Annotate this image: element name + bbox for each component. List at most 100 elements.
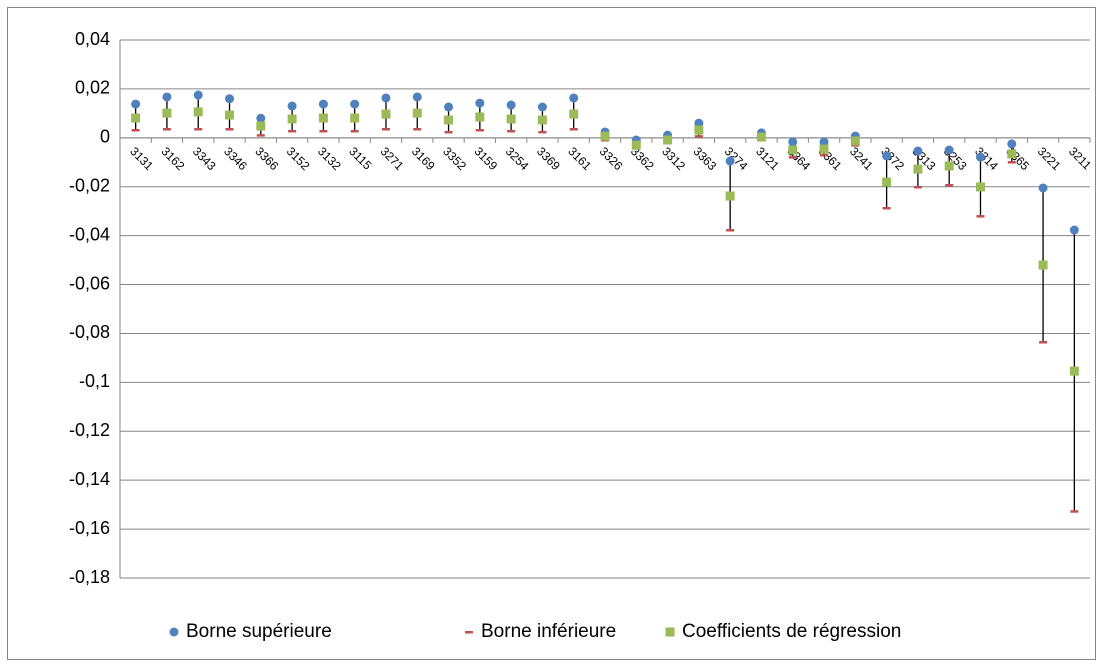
lower-bound-point — [381, 128, 390, 131]
legend-marker — [465, 631, 473, 634]
upper-bound-point — [131, 99, 141, 109]
y-tick-label: -0,02 — [69, 175, 110, 195]
upper-bound-point — [694, 118, 704, 128]
y-tick-label: -0,16 — [69, 518, 110, 538]
upper-bound-point — [882, 151, 892, 161]
coefficient-point — [162, 108, 172, 118]
coefficient-point — [381, 109, 391, 119]
coefficient-point — [569, 109, 579, 119]
lower-bound-point — [1070, 510, 1079, 513]
coefficient-point — [475, 112, 485, 122]
lower-bound-point — [475, 128, 484, 132]
legend-marker — [665, 627, 675, 637]
coefficient-point — [882, 177, 892, 187]
upper-bound-point — [1069, 225, 1079, 235]
coefficient-point — [850, 136, 860, 146]
lower-bound-point — [131, 128, 140, 132]
coefficient-point — [819, 144, 829, 154]
coefficient-point — [318, 113, 328, 123]
y-tick-label: -0,12 — [69, 420, 110, 440]
upper-bound-point — [318, 99, 328, 109]
lower-bound-point — [788, 156, 797, 159]
lower-bound-point — [256, 134, 265, 137]
legend-label: Borne supérieure — [186, 621, 332, 642]
upper-bound-point — [444, 102, 454, 112]
lower-bound-point — [444, 130, 453, 134]
legend-label: Coefficients de régression — [682, 621, 901, 642]
y-tick-label: 0,02 — [75, 78, 110, 98]
upper-bound-point — [537, 102, 547, 112]
coefficient-point — [1038, 260, 1048, 270]
coefficient-point — [506, 114, 516, 124]
coefficient-point — [663, 135, 673, 145]
upper-bound-point — [350, 99, 360, 109]
upper-bound-point — [569, 93, 579, 103]
coefficient-point — [756, 132, 766, 142]
upper-bound-point — [1038, 183, 1048, 193]
legend-label: Borne inférieure — [481, 621, 616, 642]
upper-bound-point — [788, 137, 798, 147]
lower-bound-point — [288, 129, 297, 133]
lower-bound-point — [194, 128, 203, 131]
coefficient-point — [193, 107, 203, 117]
upper-bound-point — [256, 113, 266, 123]
upper-bound-point — [506, 100, 516, 110]
coefficient-point — [256, 121, 266, 131]
upper-bound-point — [475, 98, 485, 108]
coefficient-point — [913, 164, 923, 174]
upper-bound-point — [944, 145, 954, 155]
lower-bound-point — [913, 185, 922, 189]
coefficient-point — [1069, 366, 1079, 376]
coefficient-point — [225, 110, 235, 120]
coefficient-point — [287, 114, 297, 124]
y-tick-label: -0,04 — [69, 224, 110, 244]
lower-bound-point — [507, 129, 516, 133]
coefficient-point — [444, 115, 454, 125]
lower-bound-point — [976, 215, 985, 218]
lower-bound-point — [538, 130, 547, 134]
lower-bound-point — [1039, 341, 1048, 344]
upper-bound-point — [975, 152, 985, 162]
legend-marker — [169, 627, 179, 637]
lower-bound-point — [694, 135, 703, 138]
y-tick-label: 0 — [100, 127, 110, 147]
coefficient-point — [600, 131, 610, 141]
lower-bound-point — [1007, 161, 1016, 164]
coefficient-point — [537, 115, 547, 125]
lower-bound-point — [820, 153, 829, 157]
y-tick-label: -0,08 — [69, 322, 110, 342]
upper-bound-point — [913, 146, 923, 156]
lower-bound-point — [319, 129, 328, 133]
upper-bound-point — [225, 94, 235, 104]
lower-bound-point — [162, 128, 171, 131]
lower-bound-point — [945, 184, 954, 187]
coefficient-point — [412, 108, 422, 118]
upper-bound-point — [1007, 139, 1017, 149]
lower-bound-point — [726, 229, 735, 232]
y-tick-label: -0,1 — [79, 371, 110, 391]
coefficient-point — [694, 125, 704, 135]
lower-bound-point — [569, 128, 578, 131]
coefficient-point — [788, 145, 798, 155]
coefficient-point — [131, 113, 141, 123]
upper-bound-point — [725, 156, 735, 166]
coefficient-point — [944, 161, 954, 171]
upper-bound-point — [193, 90, 203, 100]
coefficient-point — [1007, 149, 1017, 159]
coefficient-point — [350, 113, 360, 123]
y-tick-label: 0,04 — [75, 29, 110, 49]
upper-bound-point — [162, 92, 172, 102]
coefficient-point — [975, 182, 985, 192]
upper-bound-point — [412, 92, 422, 102]
coefficient-point — [631, 140, 641, 150]
lower-bound-point — [350, 129, 359, 133]
lower-bound-point — [225, 128, 234, 131]
y-tick-label: -0,18 — [69, 567, 110, 587]
upper-bound-point — [287, 101, 297, 111]
y-tick-label: -0,06 — [69, 273, 110, 293]
coefficient-point — [725, 191, 735, 201]
lower-bound-point — [882, 207, 891, 210]
y-tick-label: -0,14 — [69, 469, 110, 489]
lower-bound-point — [413, 128, 422, 131]
